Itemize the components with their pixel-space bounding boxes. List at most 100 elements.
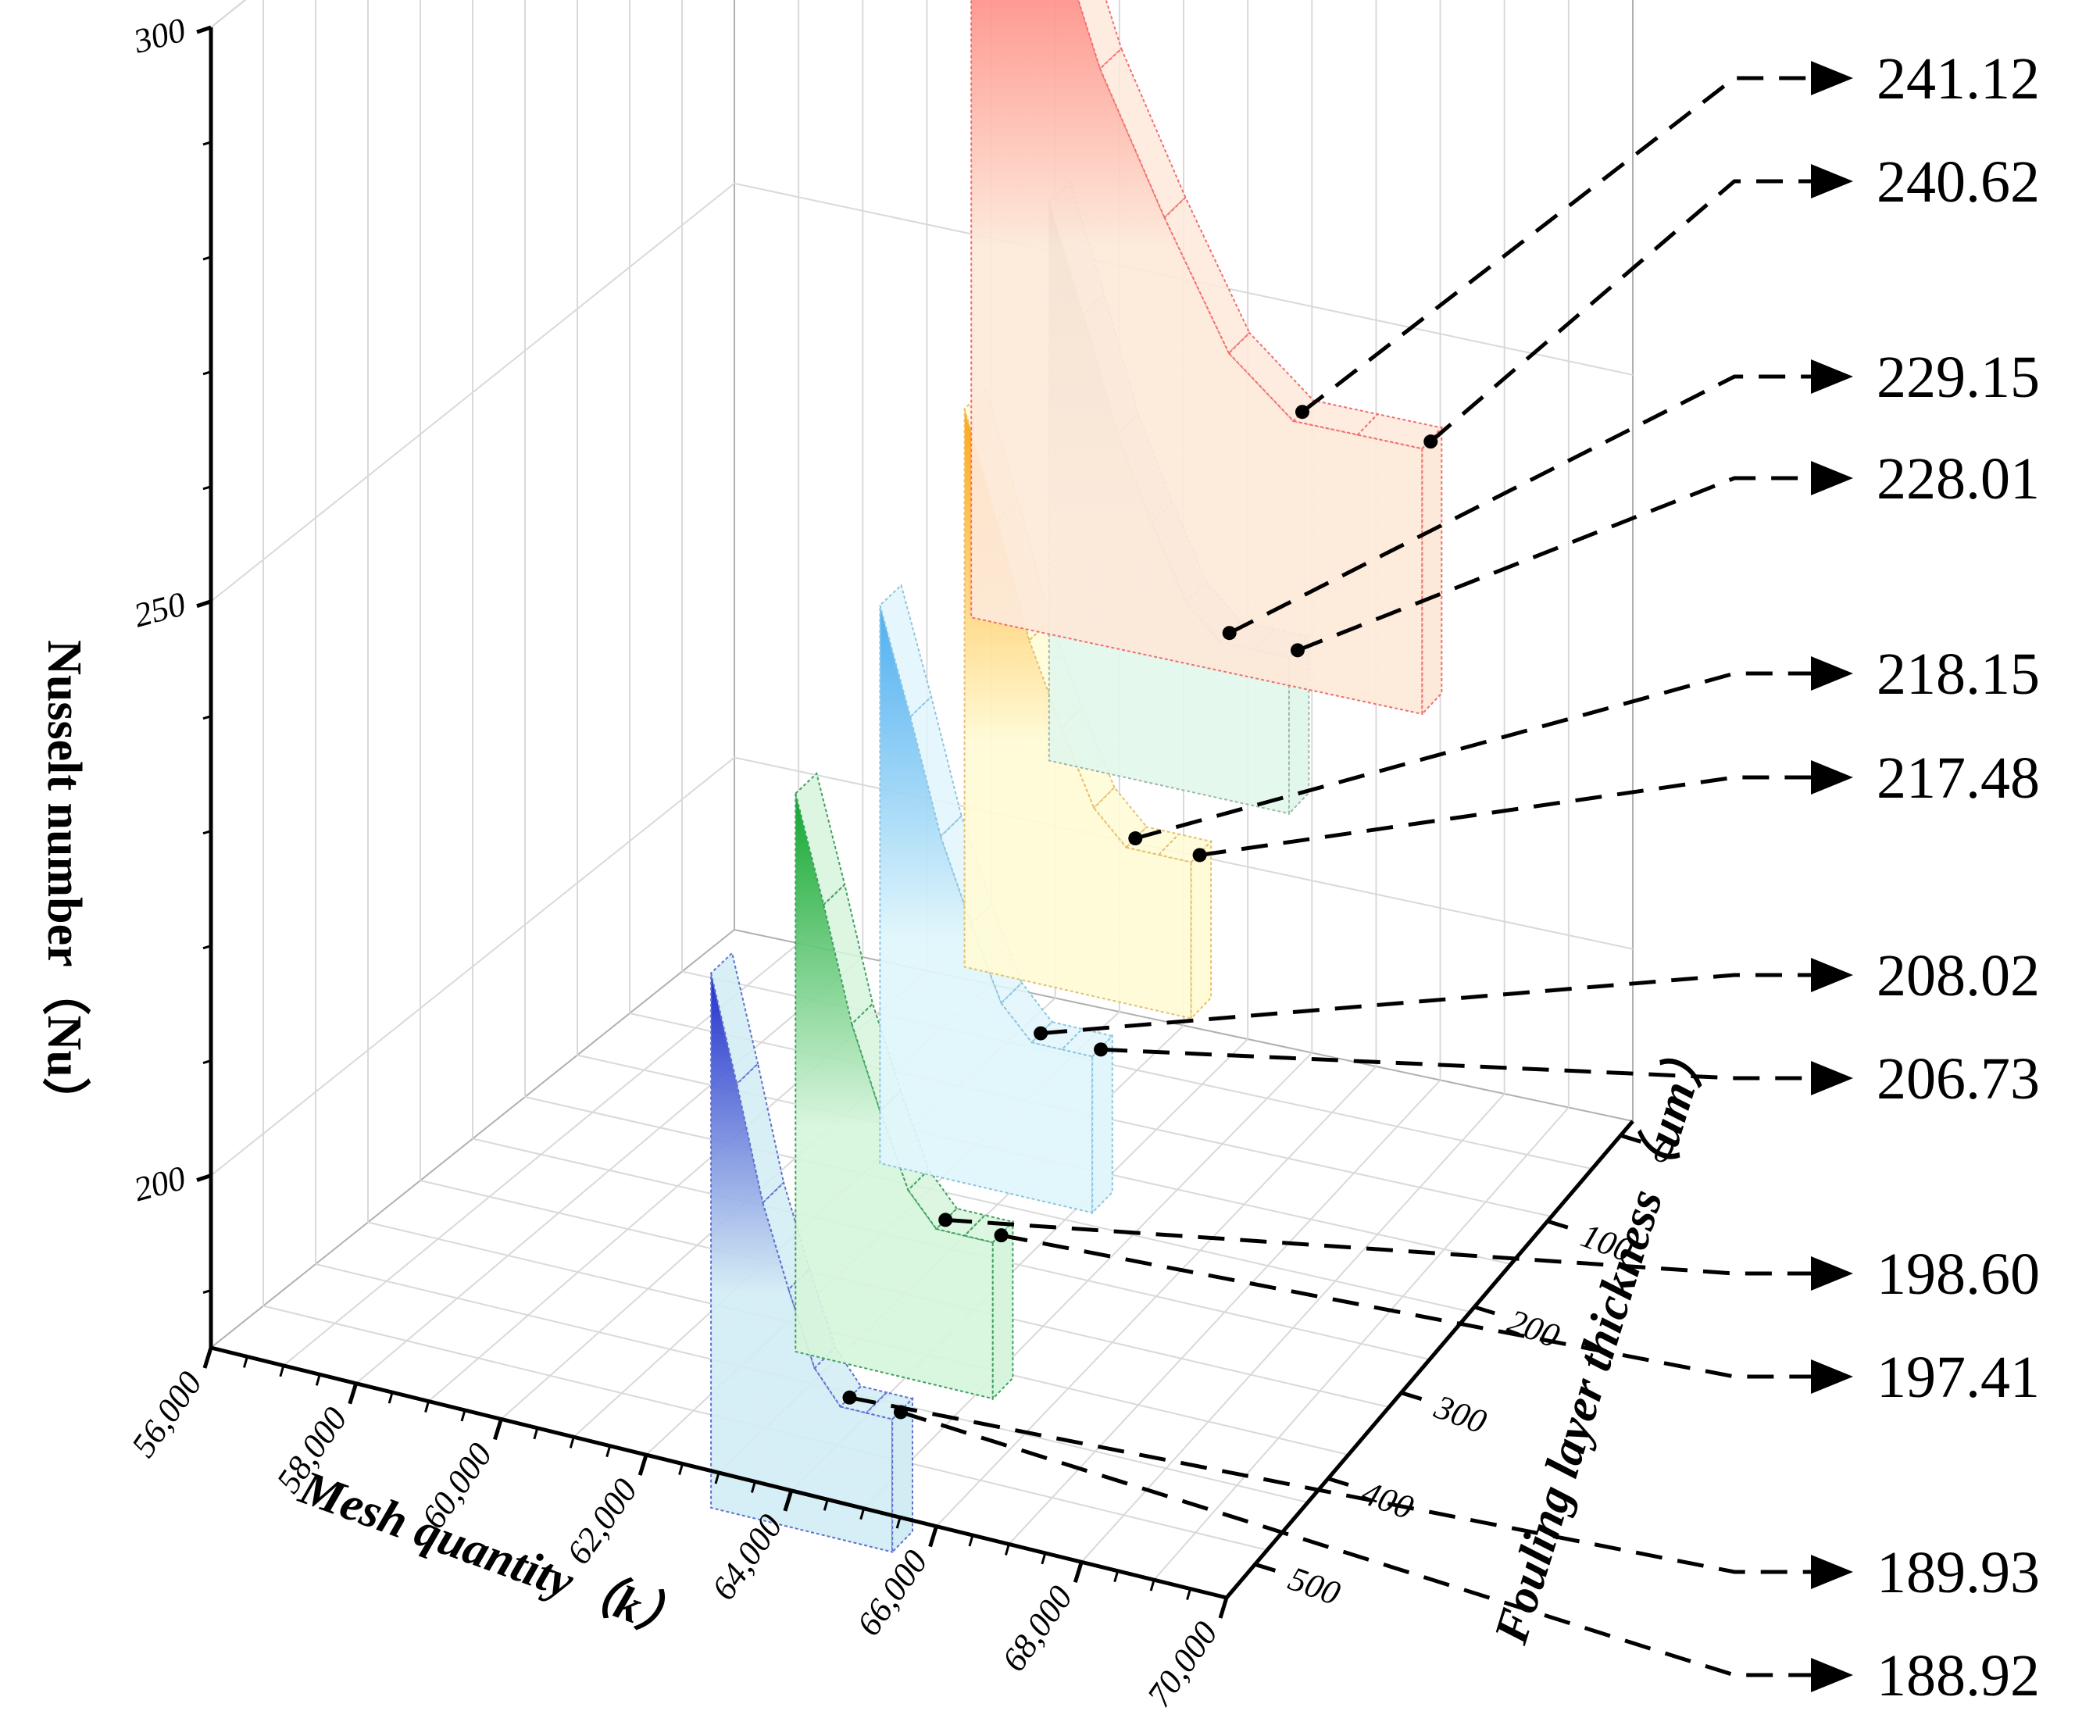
z-minor-tick [202,485,212,491]
x-minor-tick [1113,1570,1120,1583]
x-minor-tick [895,1516,902,1529]
z-minor-tick [202,830,212,835]
value-label: 206.73 [1877,1046,2040,1112]
axes [196,25,1642,1619]
value-label: 229.15 [1877,345,2040,410]
x-minor-tick [968,1534,974,1547]
leader-arrowhead [1811,359,1853,394]
x-tick-label: 70,000 [1140,1615,1226,1714]
grid-line [524,1096,1471,1313]
value-leader [1100,1047,1811,1081]
bar-top-segment [1098,47,1187,220]
z-axis-title: Nusselt number（Nu） [38,640,92,1126]
y-tick-label: 500 [1284,1559,1345,1613]
value-leader [1228,374,1811,635]
x-minor-tick [424,1401,430,1413]
x-tick [928,1525,938,1548]
z-minor-tick [202,1059,212,1065]
value-label: 241.12 [1877,46,2040,112]
bar-end-face [991,1220,1014,1401]
y-tick-label: 200 [1503,1302,1565,1356]
x-minor-tick [859,1508,866,1520]
leader-arrowhead [1811,1359,1853,1394]
y-tick [1620,1133,1642,1144]
x-tick-label: 68,000 [995,1579,1080,1678]
leader-dot [1295,405,1309,420]
x-tick [638,1454,648,1476]
value-leader [1040,973,1811,1036]
x-minor-tick [569,1436,575,1448]
y-tick [1327,1477,1349,1487]
value-label: 217.48 [1877,745,2040,811]
value-label: 197.41 [1877,1345,2040,1410]
x-tick [1073,1561,1084,1584]
leader-dot [1128,831,1143,846]
value-leaders: 241.12 240.62 229.15 228.01 218.15 217.48 208.… [842,46,2040,1709]
bars [709,0,1444,1554]
leader-arrowhead [1811,656,1853,691]
leader-arrowhead [1811,760,1853,795]
value-leader [1301,76,1811,414]
x-tick [1218,1597,1229,1619]
leader-arrowhead [1811,958,1853,992]
leader-dot [893,1405,908,1420]
bar-end-face [1190,839,1212,1020]
value-leader [1001,1233,1811,1379]
value-label: 208.02 [1877,943,2040,1009]
leader-arrowhead [1811,1256,1853,1291]
leader-arrowhead [1811,1555,1853,1589]
z-minor-tick [202,600,212,605]
leader-dot [994,1228,1009,1243]
bar-end-face [1091,1034,1113,1215]
leader-dot [1222,626,1237,641]
y-tick [1254,1562,1277,1573]
leader-arrowhead [1811,1658,1853,1692]
z-minor-tick [202,370,212,376]
y-tick [1547,1219,1569,1230]
z-minor-tick [202,141,212,146]
leader-arrowhead [1811,1061,1853,1095]
x-minor-tick [823,1498,829,1511]
x-minor-tick [750,1481,756,1493]
x-minor-tick [605,1445,612,1458]
z-minor-tick [202,1289,212,1294]
y-tick [1400,1391,1423,1402]
x-minor-tick [1149,1579,1155,1591]
bar-top-segment [1163,196,1251,355]
x-minor-tick [1041,1552,1047,1565]
leader-dot [1290,643,1305,658]
leader-arrowhead [1811,164,1853,198]
x-tick-label: 56,000 [124,1365,210,1464]
x-minor-tick [388,1391,394,1404]
z-minor-tick [202,945,212,950]
value-leader [1199,775,1811,857]
leader-dot [1094,1042,1109,1057]
leader-dot [1423,434,1438,449]
x-minor-tick [279,1365,285,1377]
bar-end-face [1421,425,1443,716]
y-tick-label: 300 [1429,1388,1491,1441]
value-label: 188.92 [1877,1643,2040,1709]
x-tick [493,1418,503,1441]
leader-dot [1034,1026,1048,1041]
grid-line [210,182,1634,602]
x-tick [348,1382,359,1405]
z-tick-label: 200 [130,1159,189,1209]
x-tick-label: 66,000 [849,1543,935,1642]
x-tick [783,1490,794,1512]
leader-arrowhead [1811,61,1853,95]
bar-top-segment [909,695,962,838]
leader-arrowhead [1811,461,1853,495]
frame-top-edge [210,0,247,28]
x-minor-tick [1186,1588,1192,1600]
x-minor-tick [315,1373,321,1386]
bar-series-0 [970,0,1444,716]
y-tick [1473,1305,1495,1316]
leader-dot [842,1390,857,1405]
z-minor-tick [202,715,212,720]
bar-top-segment [823,883,874,1026]
z-minor-tick [202,26,212,31]
bar-end-face [891,1396,913,1554]
grid-line [210,0,247,28]
